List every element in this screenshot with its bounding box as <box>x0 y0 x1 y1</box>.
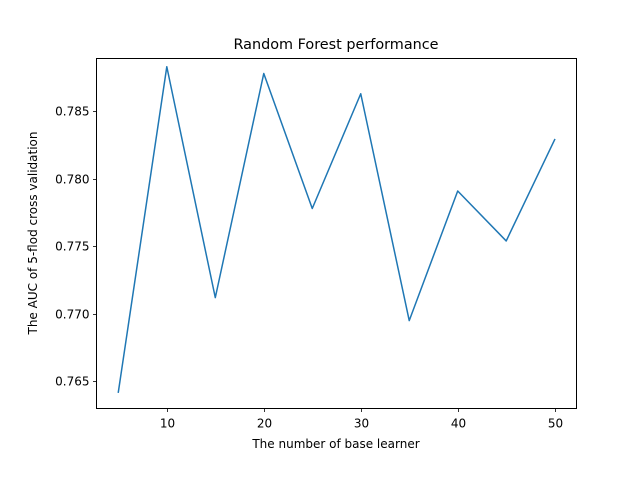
plot-area <box>117 65 556 394</box>
y-axis-label: The AUC of 5-flod cross validation <box>26 131 40 335</box>
x-axis-label: The number of base learner <box>251 437 419 451</box>
x-axis-ticks: 10 20 30 40 50 <box>160 408 563 431</box>
x-tick-label: 40 <box>451 417 466 431</box>
chart-title: Random Forest performance <box>233 37 438 53</box>
y-tick-label: 0.780 <box>55 173 89 187</box>
y-tick-label: 0.785 <box>55 105 89 119</box>
x-tick-label: 50 <box>548 417 563 431</box>
x-tick-label: 30 <box>354 417 369 431</box>
y-axis-ticks: 0.765 0.770 0.775 0.780 0.785 <box>55 105 97 389</box>
y-tick-label: 0.775 <box>55 240 89 254</box>
y-tick-label: 0.765 <box>55 375 89 389</box>
y-tick-label: 0.770 <box>55 308 89 322</box>
x-tick-label: 20 <box>257 417 272 431</box>
series-line <box>117 65 556 394</box>
x-tick-label: 10 <box>160 417 175 431</box>
plot-frame <box>96 58 577 409</box>
